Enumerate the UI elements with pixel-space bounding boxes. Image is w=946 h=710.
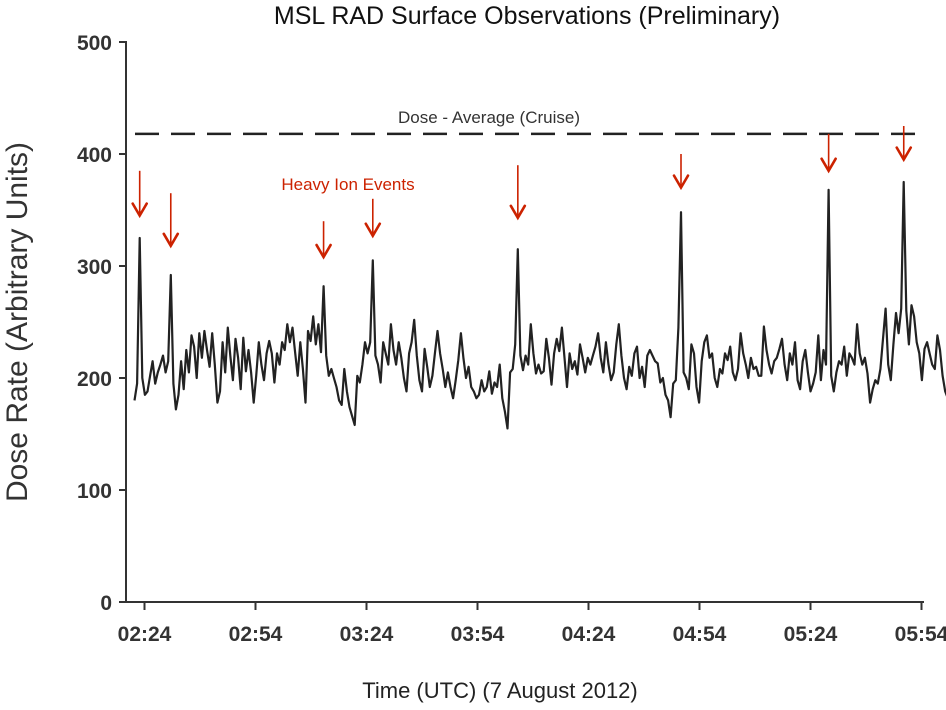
x-axis-label: Time (UTC) (7 August 2012)	[362, 678, 638, 703]
x-tick-label: 04:24	[562, 623, 616, 646]
chart-title: MSL RAD Surface Observations (Preliminar…	[274, 2, 780, 30]
y-tick-label: 100	[77, 480, 112, 503]
heavy-ion-event-arrow	[895, 126, 913, 163]
heavy-ion-event-arrow	[131, 170, 148, 219]
heavy-ion-event-arrow	[162, 193, 180, 249]
heavy-ion-event-arrow	[315, 221, 332, 260]
y-tick-label: 500	[77, 32, 112, 55]
y-tick-label: 200	[77, 368, 112, 391]
x-tick-label: 05:24	[784, 623, 838, 646]
x-tick-label: 02:54	[229, 623, 283, 646]
heavy-ion-event-arrow	[672, 154, 690, 191]
y-tick-label: 400	[77, 144, 112, 167]
x-tick-label: 04:54	[673, 623, 727, 646]
y-axis-label: Dose Rate (Arbitrary Units)	[1, 142, 34, 502]
x-tick-label: 03:54	[451, 623, 505, 646]
heavy-ion-event-arrow	[364, 198, 382, 239]
x-tick-label: 02:24	[118, 623, 172, 646]
heavy-ion-event-arrow	[820, 133, 837, 174]
heavy-ion-events-label: Heavy Ion Events	[281, 175, 414, 194]
dose-rate-series-line	[133, 180, 946, 430]
heavy-ion-event-arrow	[509, 165, 527, 221]
reference-line-label: Dose - Average (Cruise)	[398, 108, 580, 127]
x-tick-label: 05:54	[895, 623, 946, 646]
y-tick-label: 0	[100, 592, 112, 615]
x-tick-label: 03:24	[340, 623, 394, 646]
y-tick-label: 300	[77, 256, 112, 279]
